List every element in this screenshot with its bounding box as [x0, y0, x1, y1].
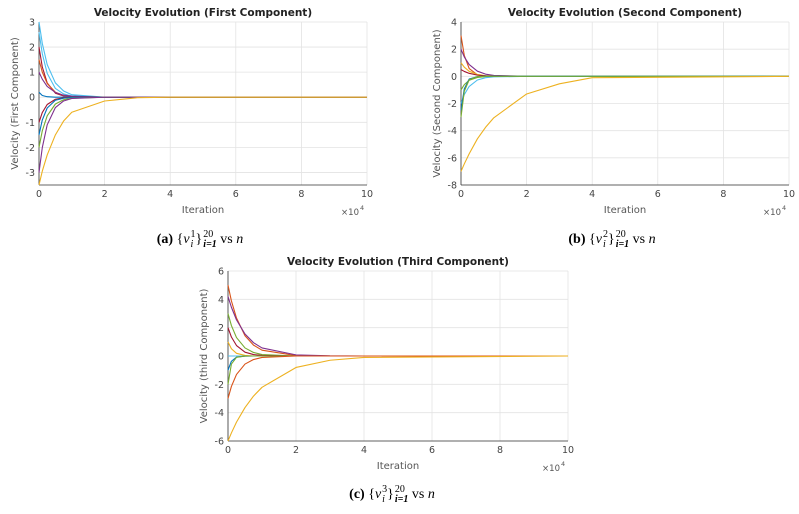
x-tick-label: 0	[225, 445, 231, 456]
y-tick-label: 0	[218, 352, 224, 363]
x-exponent: 4	[360, 204, 364, 212]
chart-second-component: 0 2 4 6 8 10 -8 -6 -4 -2 0 2 4 Velocity Evolution (Se…	[432, 7, 795, 218]
series-line-9	[460, 75, 790, 172]
x-axis-label: Iteration	[182, 205, 224, 216]
y-tick-label: 0	[451, 72, 457, 83]
y-tick-label: -6	[215, 437, 224, 448]
x-tick-label: 6	[429, 445, 435, 456]
plot-area	[39, 22, 367, 185]
x-exponent: 4	[782, 204, 786, 212]
y-tick-label: 0	[29, 93, 35, 104]
caption-b: (b) {v 2 i} 20 i=1 vs n	[568, 229, 656, 250]
x-tick-label: 8	[298, 189, 304, 200]
x-tick-label: 2	[102, 189, 108, 200]
x-tick-label: 10	[361, 189, 373, 200]
x-tick-label: 4	[361, 445, 367, 456]
y-tick-label: -4	[215, 408, 224, 419]
y-tick-label: -1	[26, 118, 35, 129]
x-tick-label: 0	[36, 189, 42, 200]
y-tick-label: 2	[29, 43, 35, 54]
x-axis-label: Iteration	[604, 205, 646, 216]
x-exponent: 4	[561, 460, 565, 468]
y-tick-label: 2	[451, 45, 457, 56]
x-tick-label: 8	[497, 445, 503, 456]
y-tick-label: -2	[448, 99, 457, 110]
x-tick-label: 10	[562, 445, 574, 456]
y-tick-label: -4	[448, 126, 457, 137]
x-exponent-label: ×10	[763, 208, 781, 218]
y-axis-label: Velocity (third Component)	[199, 289, 210, 424]
series-line-8	[460, 75, 789, 118]
chart-first-component: 0 2 4 6 8 10 -3 -2 -1 0 1 2 3 Velocity Evolution (Fir…	[10, 7, 373, 218]
x-axis-label: Iteration	[377, 461, 419, 472]
y-tick-label: 1	[29, 68, 35, 79]
chart-title: Velocity Evolution (First Component)	[94, 7, 312, 19]
caption-c: (c) {v 3 i} 20 i=1 vs n	[349, 484, 435, 505]
x-tick-label: 4	[167, 189, 173, 200]
y-tick-label: -6	[448, 153, 457, 164]
y-axis-label: Velocity (First Component)	[10, 37, 21, 170]
y-tick-label: 4	[451, 18, 457, 29]
y-tick-label: -2	[26, 143, 35, 154]
x-tick-label: 6	[233, 189, 239, 200]
series-line-9	[227, 355, 568, 399]
series-line-11	[38, 96, 367, 186]
y-tick-label: 4	[218, 295, 224, 306]
y-axis-label: Velocity (Second Component)	[432, 29, 443, 177]
x-exponent-label: ×10	[542, 464, 560, 474]
x-exponent-label: ×10	[341, 208, 359, 218]
y-tick-label: 3	[29, 18, 35, 29]
caption-a: (a) {v 1 i} 20 i=1 vs n	[156, 229, 244, 250]
chart-third-component: 0 2 4 6 8 10 -6 -4 -2 0 2 4 6 Velocity Evolution (Thi…	[199, 256, 574, 474]
x-tick-label: 0	[458, 189, 464, 200]
y-tick-label: -3	[26, 168, 35, 179]
x-tick-label: 8	[720, 189, 726, 200]
series-line-10	[227, 355, 569, 442]
y-tick-label: -8	[448, 181, 457, 192]
y-tick-label: 6	[218, 267, 224, 278]
y-tick-label: -2	[215, 380, 224, 391]
x-tick-label: 10	[783, 189, 795, 200]
y-tick-label: 2	[218, 323, 224, 334]
x-tick-label: 2	[293, 445, 299, 456]
chart-title: Velocity Evolution (Third Component)	[287, 256, 509, 268]
x-tick-label: 6	[655, 189, 661, 200]
chart-title: Velocity Evolution (Second Component)	[508, 7, 742, 19]
x-tick-label: 2	[524, 189, 530, 200]
x-tick-label: 4	[589, 189, 595, 200]
